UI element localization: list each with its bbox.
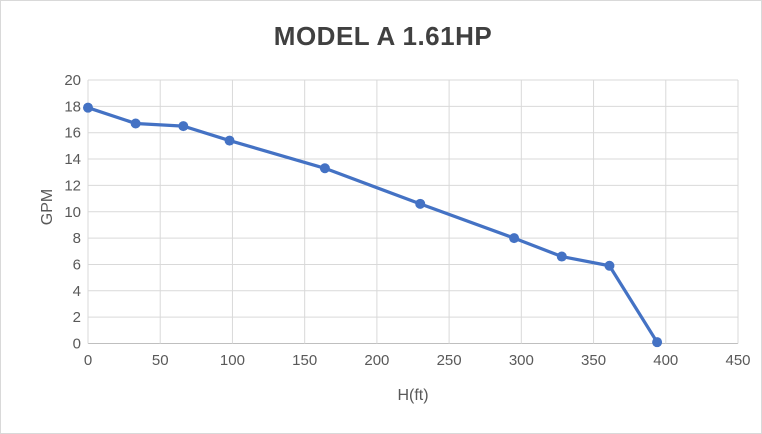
y-tick-label: 18 — [64, 98, 81, 115]
data-point-marker — [178, 121, 189, 132]
series-layer — [83, 102, 663, 348]
x-tick-label: 250 — [437, 352, 462, 369]
y-tick-label: 8 — [73, 230, 81, 247]
data-point-marker — [130, 118, 141, 129]
x-tick-label: 400 — [653, 352, 678, 369]
x-axis-title: H(ft) — [397, 387, 428, 404]
x-tick-label: 150 — [292, 352, 317, 369]
x-tick-label: 300 — [509, 352, 534, 369]
data-point-marker — [415, 198, 426, 209]
data-point-marker — [83, 102, 93, 113]
x-tick-label: 50 — [152, 352, 169, 369]
data-point-marker — [224, 135, 235, 146]
x-tick-label: 0 — [84, 352, 92, 369]
y-tick-label: 0 — [73, 336, 81, 353]
x-tick-label: 100 — [220, 352, 245, 369]
gridlines-layer — [87, 79, 739, 344]
y-tick-label: 10 — [64, 204, 81, 221]
x-tick-label: 450 — [725, 352, 750, 369]
x-tick-label: 350 — [581, 352, 606, 369]
y-tick-label: 20 — [64, 72, 81, 89]
y-tick-label: 2 — [73, 309, 81, 326]
series-line — [86, 106, 659, 344]
chart-title: MODEL A 1.61HP — [274, 21, 492, 51]
data-point-marker — [604, 260, 615, 271]
data-point-marker — [556, 251, 567, 262]
data-point-marker — [319, 163, 330, 174]
data-point-marker — [652, 337, 663, 348]
data-point-marker — [509, 233, 520, 244]
x-tick-label: 200 — [364, 352, 389, 369]
y-axis-title: GPM — [39, 189, 56, 225]
y-tick-label: 14 — [64, 151, 81, 168]
y-tick-label: 6 — [73, 256, 81, 273]
y-tick-label: 4 — [73, 283, 81, 300]
y-tick-label: 12 — [64, 177, 81, 194]
y-tick-label: 16 — [64, 125, 81, 142]
